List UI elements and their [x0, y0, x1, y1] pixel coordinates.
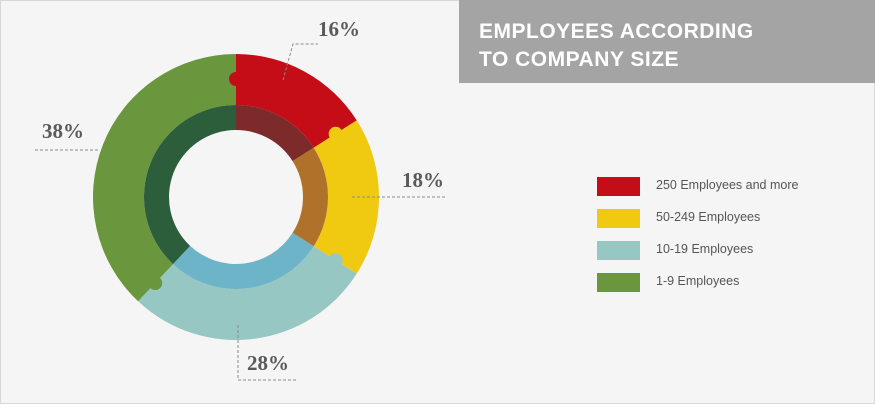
slice-connector-1-9-employees [229, 72, 243, 86]
legend-swatch [597, 209, 640, 228]
data-label-50-249-employees: 18% [402, 168, 444, 192]
data-label-250-employees-and-more: 16% [318, 17, 360, 41]
legend-swatch [597, 177, 640, 196]
title-banner: EMPLOYEES ACCORDING TO COMPANY SIZE [459, 0, 875, 83]
legend-swatch [597, 273, 640, 292]
legend-swatch [597, 241, 640, 260]
slice-inner-50-249-employees [292, 147, 328, 247]
chart-title: EMPLOYEES ACCORDING TO COMPANY SIZE [479, 20, 754, 71]
legend-label: 50-249 Employees [656, 210, 761, 224]
slice-outer-50-249-employees [313, 120, 379, 274]
legend-label: 1-9 Employees [656, 274, 740, 288]
leader-line-10-19-employees [237, 325, 296, 381]
slice-outer-10-19-employees [138, 246, 357, 340]
leader-line-250-employees-and-more [282, 43, 318, 81]
slice-inner-10-19-employees [173, 232, 314, 289]
slice-inner-250-employees-and-more [236, 105, 314, 162]
slice-outer-250-employees-and-more [236, 54, 357, 148]
data-label-10-19-employees: 28% [247, 351, 289, 375]
data-label-1-9-employees: 38% [42, 119, 84, 143]
slice-outer-1-9-employees [92, 54, 236, 302]
legend-label: 250 Employees and more [656, 178, 799, 192]
slice-inner-1-9-employees [143, 105, 236, 265]
legend-label: 10-19 Employees [656, 242, 754, 256]
